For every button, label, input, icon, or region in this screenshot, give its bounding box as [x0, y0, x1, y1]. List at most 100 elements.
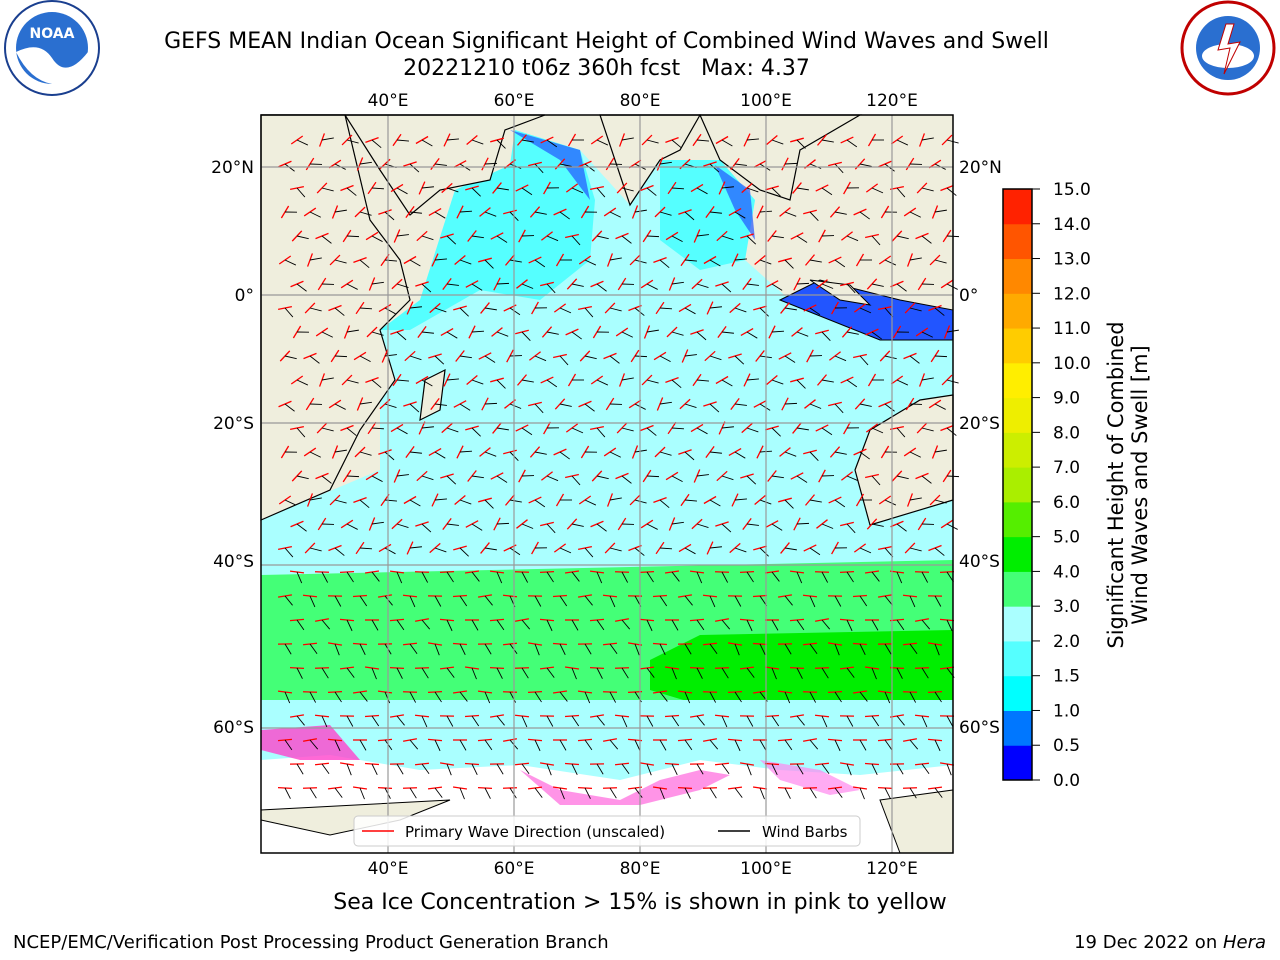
- wind-barb: [846, 475, 859, 482]
- wind-barb: [471, 283, 483, 291]
- wind-barb: [721, 475, 734, 481]
- wind-barb: [659, 401, 672, 405]
- wind-barb: [621, 377, 634, 381]
- wind-barb: [859, 547, 872, 554]
- wind-barb: [921, 619, 931, 630]
- wind-barb: [609, 547, 622, 552]
- wind-barb: [446, 571, 454, 583]
- nws-logo: [1180, 0, 1276, 96]
- wind-barb: [534, 643, 540, 656]
- wind-barb: [484, 547, 497, 551]
- wind-barb: [821, 715, 828, 728]
- wind-barb: [671, 667, 677, 680]
- wind-barb: [496, 763, 504, 775]
- wind-barb: [934, 595, 942, 607]
- wind-barb: [571, 187, 584, 194]
- wind-barb: [709, 403, 720, 413]
- map-frame: [260, 114, 954, 854]
- wind-barb: [321, 475, 332, 484]
- wind-barb: [746, 571, 754, 583]
- wind-barb: [884, 499, 897, 506]
- wind-barb: [721, 283, 732, 293]
- wind-barb: [946, 715, 954, 727]
- wind-barb: [659, 161, 672, 165]
- wind-barb: [784, 259, 794, 269]
- wind-barb: [446, 667, 455, 678]
- wind-barb: [671, 571, 680, 582]
- wind-barb: [609, 257, 622, 261]
- wind-barb: [321, 619, 331, 630]
- wind-barb: [896, 187, 906, 198]
- wind-barb: [484, 595, 493, 606]
- wind-barb: [296, 427, 306, 438]
- wind-barb: [621, 475, 632, 484]
- wind-barb: [671, 235, 683, 243]
- wind-barb: [584, 307, 594, 318]
- wind-barb: [834, 403, 844, 414]
- wind-barb: [784, 211, 797, 217]
- lon-tick-bottom: 40°E: [368, 859, 409, 879]
- wind-barb: [846, 523, 856, 534]
- wind-barb: [309, 497, 322, 501]
- wind-barb: [609, 739, 619, 750]
- wind-barb: [434, 498, 447, 501]
- wind-barb: [934, 449, 947, 453]
- lat-tick-right: 60°S: [959, 718, 1000, 738]
- wind-barb: [496, 427, 509, 431]
- wind-barb: [921, 137, 934, 141]
- wind-barb: [571, 523, 584, 527]
- wind-barb: [646, 715, 654, 727]
- wind-barb: [546, 715, 554, 727]
- wind-barb: [446, 138, 459, 141]
- wind-barb: [884, 643, 892, 655]
- wind-barb: [446, 715, 454, 727]
- wind-barb: [621, 763, 630, 774]
- wind-barb: [896, 667, 903, 679]
- colorbar: [1003, 189, 1032, 781]
- wind-barb: [659, 643, 666, 655]
- wind-barb: [584, 403, 595, 412]
- wind-barb: [459, 259, 472, 265]
- wind-barb: [934, 259, 947, 264]
- footer-credit: NCEP/EMC/Verification Post Processing Pr…: [13, 932, 609, 953]
- wind-barb: [496, 522, 510, 525]
- wind-barb: [296, 763, 304, 775]
- wind-barb: [796, 475, 808, 483]
- wind-barb: [359, 259, 370, 269]
- wind-barb: [896, 235, 909, 240]
- wind-barb: [471, 571, 480, 582]
- wind-barb: [909, 355, 920, 364]
- wind-barb: [746, 475, 757, 485]
- wind-barb: [584, 355, 597, 360]
- wind-barb: [459, 355, 472, 359]
- wind-barb: [671, 715, 680, 727]
- wind-barb: [771, 235, 784, 239]
- wind-barb: [496, 331, 509, 337]
- wind-barb: [334, 499, 347, 504]
- wind-barb: [921, 427, 934, 432]
- wind-barb: [421, 619, 431, 630]
- wind-barb: [809, 499, 822, 503]
- wind-barb: [709, 787, 717, 799]
- wind-barb: [596, 619, 605, 631]
- lon-tick-top: 100°E: [740, 91, 792, 111]
- wind-barb: [434, 691, 442, 703]
- wind-barb: [696, 619, 705, 631]
- wind-barb: [584, 595, 593, 606]
- wind-barb: [484, 739, 493, 751]
- sea-ice-caption: Sea Ice Concentration > 15% is shown in …: [333, 890, 947, 915]
- wind-barb: [421, 379, 433, 387]
- wind-barb: [421, 426, 434, 429]
- wind-barb: [521, 619, 531, 630]
- wind-barb: [421, 139, 433, 147]
- wind-barb: [709, 211, 722, 214]
- colorbar-segment: [1003, 675, 1032, 711]
- wind-barb: [821, 283, 834, 289]
- wind-barb: [559, 595, 568, 607]
- wind-barb: [896, 523, 907, 532]
- wind-barb: [446, 475, 457, 485]
- wind-barb: [746, 138, 759, 141]
- wind-barb: [634, 499, 647, 504]
- map-legend: Primary Wave Direction (unscaled) Wind B…: [353, 815, 861, 847]
- wind-barb: [921, 715, 928, 728]
